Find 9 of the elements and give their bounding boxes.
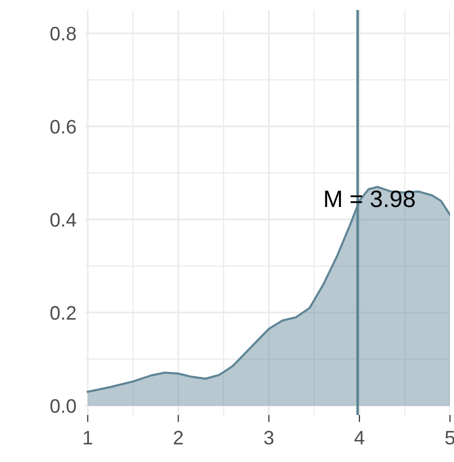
y-tick-label: 0.6 xyxy=(50,120,76,134)
y-tick-label: 0.2 xyxy=(50,306,76,320)
x-tick-label: 3 xyxy=(264,430,274,445)
x-tick-label: 1 xyxy=(84,430,92,444)
y-tick-label: 0.4 xyxy=(50,212,76,227)
x-tick-label: 4 xyxy=(354,430,364,444)
y-tick-label: 0.8 xyxy=(50,26,76,41)
x-tick-label: 2 xyxy=(174,430,183,444)
y-tick-label: 0.0 xyxy=(50,399,76,413)
